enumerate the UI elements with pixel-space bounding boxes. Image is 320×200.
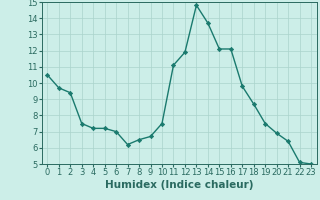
X-axis label: Humidex (Indice chaleur): Humidex (Indice chaleur) <box>105 180 253 190</box>
